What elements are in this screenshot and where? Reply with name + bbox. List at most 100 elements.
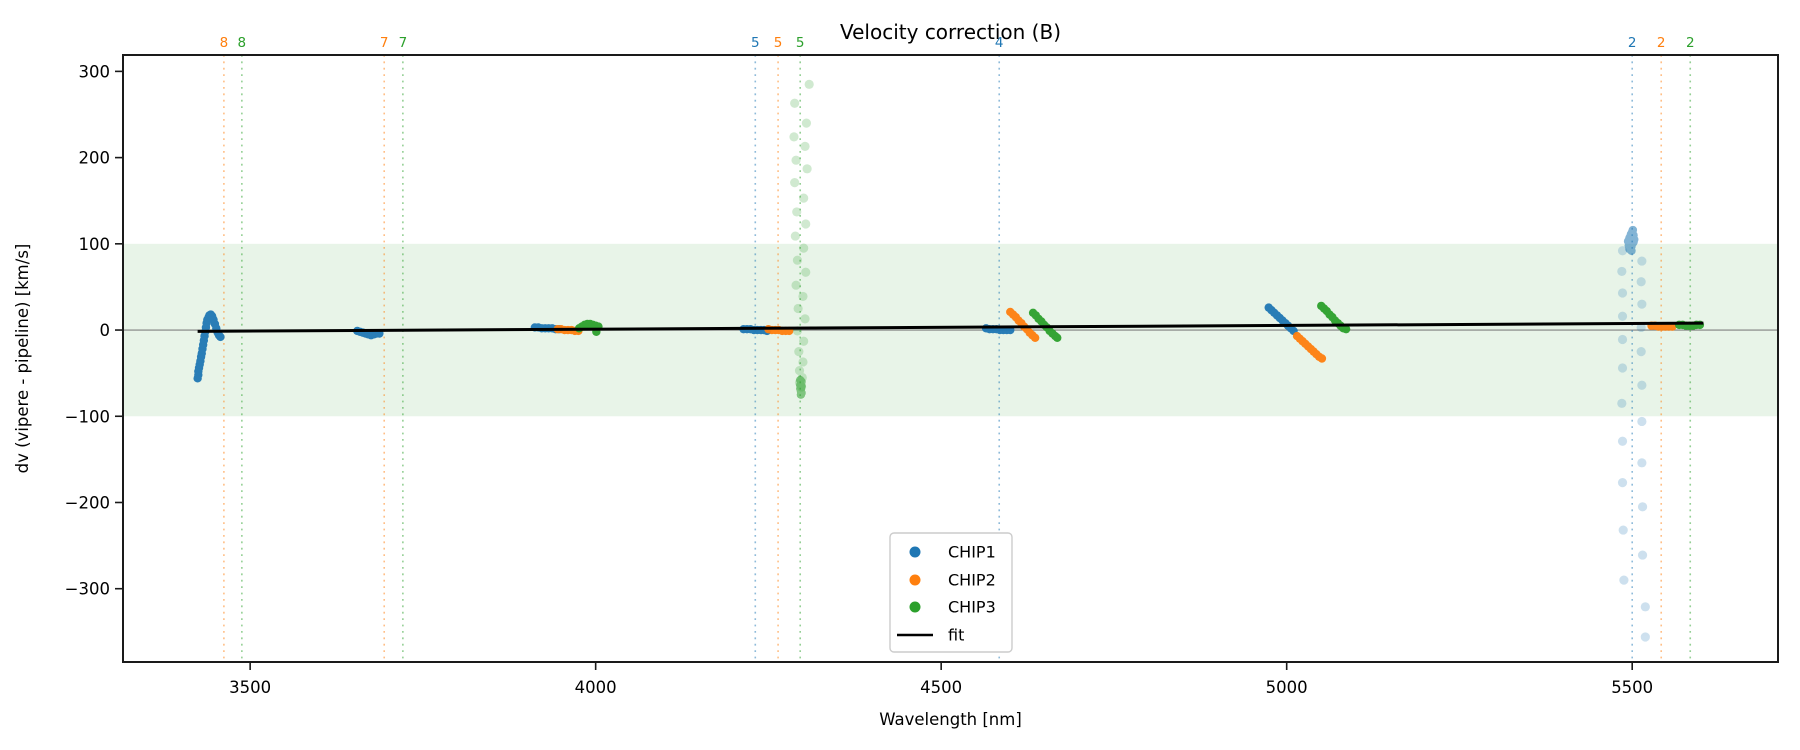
y-tick-label: −100: [65, 407, 110, 426]
x-tick-label: 5500: [1611, 678, 1653, 697]
series-chip1-medium-points: [1623, 225, 1639, 255]
data-point: [801, 118, 812, 128]
order-marker-label: 2: [1657, 35, 1666, 51]
order-marker-label: 4: [995, 35, 1004, 51]
order-marker-label: 7: [399, 35, 408, 51]
y-axis-label: dv (vipere - pipeline) [km/s]: [13, 244, 32, 474]
data-point: [799, 243, 809, 253]
data-point: [216, 332, 225, 342]
order-marker-label: 5: [751, 35, 760, 51]
data-point: [1053, 333, 1062, 343]
legend: CHIP1 CHIP2 CHIP3 fit: [889, 532, 1013, 653]
data-point: [1030, 333, 1040, 343]
order-marker-label: 2: [1686, 35, 1695, 51]
chart-title: Velocity correction (B): [840, 20, 1061, 44]
x-tick-label: 4000: [575, 678, 617, 697]
data-point: [798, 357, 808, 367]
series-chip1-faint-points: [1617, 246, 1650, 642]
data-point: [1628, 225, 1638, 235]
data-point: [792, 255, 803, 265]
order-marker-label: 2: [1628, 35, 1637, 51]
data-point: [794, 347, 804, 357]
legend-box: [889, 532, 1013, 653]
data-point: [799, 336, 809, 346]
data-point: [789, 132, 799, 142]
data-point: [1617, 246, 1628, 256]
order-marker-label: 5: [774, 35, 783, 51]
data-point: [791, 280, 801, 290]
data-point: [790, 178, 800, 188]
data-point: [1617, 436, 1628, 446]
plot-spines: [122, 54, 1779, 663]
data-point: [801, 219, 811, 229]
data-point: [1619, 575, 1629, 585]
data-point: [793, 303, 803, 314]
y-tick-label: −300: [65, 580, 110, 599]
data-point: [791, 155, 801, 165]
data-point: [1636, 322, 1646, 333]
data-point: [792, 207, 802, 217]
y-tick-label: −200: [65, 493, 110, 512]
data-point: [1617, 398, 1627, 408]
data-point: [798, 291, 808, 302]
data-point: [801, 267, 811, 277]
legend-label-fit: fit: [948, 626, 964, 645]
data-point: [1617, 478, 1628, 488]
y-tick-label: 300: [79, 62, 111, 81]
data-point: [1317, 354, 1327, 363]
legend-label-chip2: CHIP2: [948, 571, 996, 590]
data-point: [796, 390, 806, 399]
data-point: [804, 79, 814, 89]
order-marker-label: 5: [796, 35, 805, 51]
order-marker-label: 7: [380, 35, 389, 51]
data-point: [1637, 550, 1648, 560]
data-point: [1629, 237, 1638, 247]
data-point: [790, 98, 800, 108]
legend-marker-chip1: [909, 546, 921, 558]
y-tick-label: 100: [79, 235, 111, 254]
order-marker-label: 8: [220, 35, 229, 51]
series-chip2-points: [553, 307, 1677, 363]
data-point: [1636, 347, 1646, 357]
legend-label-chip1: CHIP1: [948, 543, 996, 562]
legend-label-chip3: CHIP3: [948, 598, 996, 617]
x-tick-label: 3500: [229, 678, 271, 697]
data-point: [1617, 266, 1627, 277]
data-point: [1617, 363, 1628, 373]
y-tick-label: 200: [79, 149, 111, 168]
data-point: [799, 193, 809, 203]
x-tick-label: 5000: [1266, 678, 1308, 697]
legend-marker-chip3: [909, 601, 921, 613]
data-point: [796, 384, 806, 393]
order-marker-label: 8: [238, 35, 247, 51]
series-chip3-medium-points: [796, 375, 806, 399]
data-point: [1637, 458, 1647, 468]
data-point: [1637, 416, 1647, 427]
data-point: [802, 164, 812, 174]
data-point: [1640, 602, 1650, 612]
data-point: [1617, 288, 1628, 298]
data-point: [1637, 502, 1648, 512]
data-point: [1341, 324, 1351, 334]
data-point: [1627, 246, 1636, 255]
x-tick-label: 4500: [920, 678, 962, 697]
data-point: [1637, 256, 1647, 266]
data-point: [1617, 311, 1628, 321]
data-point: [800, 314, 810, 324]
data-point: [800, 141, 810, 151]
data-point: [1637, 299, 1647, 309]
data-point: [1637, 380, 1647, 390]
data-point: [790, 231, 800, 241]
data-point: [1636, 277, 1646, 287]
fit-line: [197, 321, 1704, 333]
legend-marker-chip2: [909, 574, 921, 586]
data-point: [1618, 525, 1628, 535]
data-point: [1640, 632, 1650, 642]
y-tick-label: 0: [100, 321, 111, 340]
data-point: [794, 365, 805, 376]
data-point: [1617, 334, 1628, 345]
x-axis-label: Wavelength [nm]: [879, 710, 1022, 729]
data-point: [797, 377, 806, 386]
